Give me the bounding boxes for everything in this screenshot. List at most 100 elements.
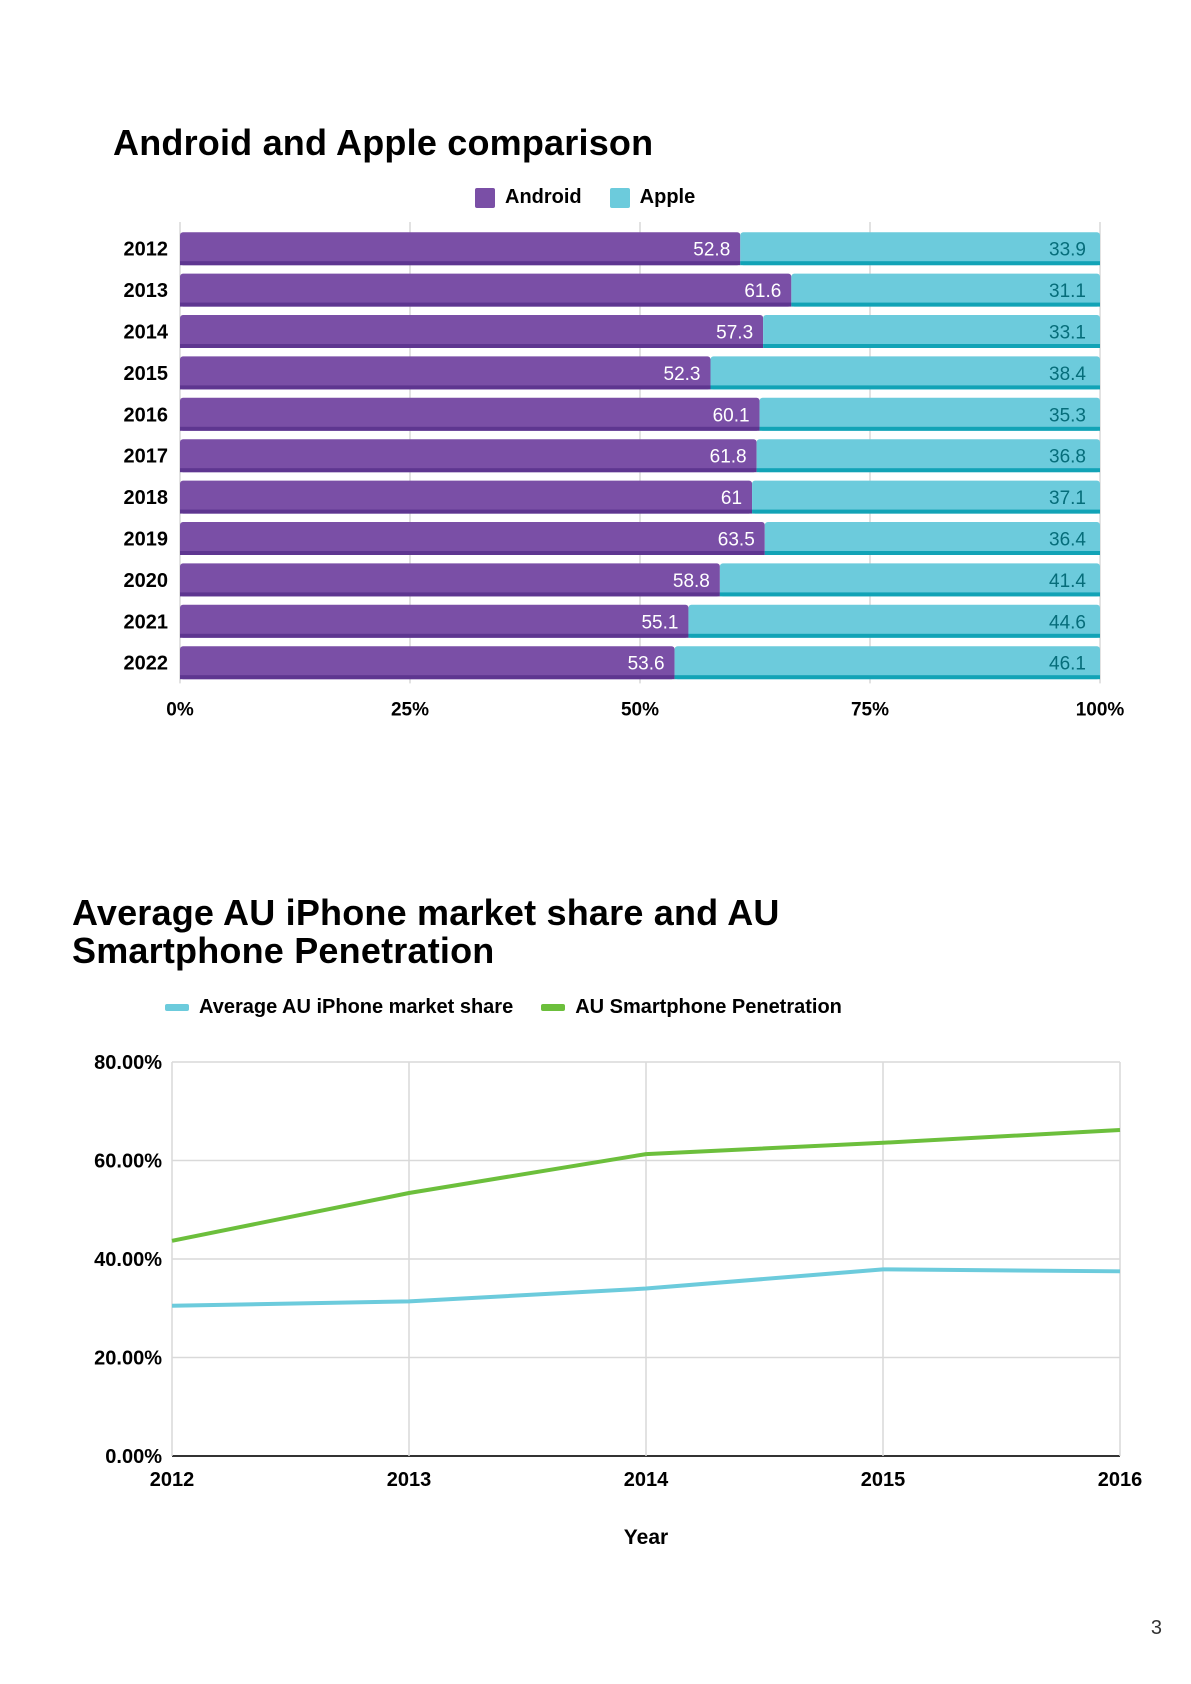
bar-android-edge (180, 426, 760, 431)
bar-android-edge (180, 509, 753, 514)
y-tick-label: 40.00% (94, 1249, 162, 1271)
bar-android (180, 232, 741, 266)
android-apple-chart: Android and Apple comparison Android App… (0, 120, 1191, 740)
bar-apple (740, 232, 1100, 266)
chart-legend: Android Apple (475, 186, 695, 209)
series-line-penetration (171, 1127, 1121, 1243)
legend-item-penetration: AU Smartphone Penetration (541, 996, 842, 1019)
data-label-android: 55.1 (641, 612, 678, 633)
bar-android (180, 646, 675, 680)
legend-item-apple: Apple (609, 186, 696, 209)
bar-apple-edge (719, 592, 1100, 597)
bar-android (180, 273, 792, 307)
bar-apple-edge (764, 551, 1100, 555)
data-label-apple: 46.1 (1049, 654, 1086, 675)
category-label: 2012 (124, 239, 169, 261)
bar-apple-edge (791, 302, 1100, 307)
data-label-apple: 44.6 (1049, 612, 1086, 633)
bar-android-edge (180, 468, 757, 473)
bar-apple-edge (674, 675, 1100, 680)
data-label-apple: 33.1 (1049, 323, 1086, 344)
data-label-apple: 31.1 (1049, 281, 1086, 302)
data-label-apple: 35.3 (1049, 405, 1086, 426)
category-label: 2022 (124, 653, 169, 675)
category-label: 2017 (124, 446, 169, 468)
bar-android-edge (180, 675, 675, 680)
x-tick-label: 2014 (624, 1469, 669, 1491)
y-tick-label: 80.00% (94, 1052, 162, 1074)
chart-title: Average AU iPhone market share and AU Sm… (72, 892, 780, 971)
data-label-android: 53.6 (628, 654, 665, 675)
data-label-android: 60.1 (713, 405, 750, 426)
data-label-apple: 36.8 (1049, 447, 1086, 468)
data-label-android: 61 (721, 488, 742, 509)
bar-apple (763, 315, 1100, 348)
category-label: 2015 (124, 363, 169, 385)
x-tick-label: 50% (621, 699, 659, 720)
series-line-iphone-share (171, 1267, 1121, 1308)
bar-android (180, 397, 760, 431)
bar-android-edge (180, 302, 792, 307)
bar-apple (688, 604, 1100, 638)
data-label-android: 63.5 (718, 530, 755, 551)
bar-apple (710, 356, 1100, 390)
bar-android-edge (180, 592, 720, 597)
bar-android (180, 356, 711, 390)
bar-android-edge (180, 385, 711, 390)
data-label-apple: 37.1 (1049, 488, 1086, 509)
page-number: 3 (1150, 1617, 1162, 1639)
chart-title: Android and Apple comparison (113, 122, 654, 163)
iphone-penetration-chart: Average AU iPhone market share and AU Sm… (0, 890, 1191, 1570)
bar-apple (674, 646, 1100, 680)
bar-apple-edge (688, 633, 1100, 638)
data-label-android: 52.3 (664, 364, 701, 385)
bar-chart-plot: 0% 25% 50% 75% 100% 2012 52.8 33.9 2013 61.6 31.1 2… (124, 222, 1125, 720)
bar-apple (756, 439, 1100, 473)
data-label-android: 52.8 (693, 240, 730, 261)
y-tick-label: 20.00% (94, 1348, 162, 1370)
bar-apple-edge (710, 385, 1100, 390)
y-tick-label: 0.00% (105, 1446, 162, 1468)
data-label-android: 57.3 (716, 323, 753, 344)
bar-android (180, 480, 753, 514)
bar-android-edge (180, 633, 689, 638)
data-label-apple: 36.4 (1049, 530, 1086, 551)
data-label-apple: 41.4 (1049, 571, 1086, 592)
bar-android-edge (180, 261, 741, 266)
x-tick-label: 2015 (861, 1469, 906, 1491)
bar-android-edge (180, 551, 765, 555)
data-label-android: 61.8 (710, 447, 747, 468)
legend-swatch-android (475, 187, 495, 208)
bar-apple (764, 522, 1100, 555)
category-label: 2020 (124, 570, 169, 592)
category-label: 2014 (124, 322, 169, 344)
legend-label-apple: Apple (639, 186, 696, 208)
bar-apple-edge (759, 426, 1100, 431)
x-tick-label: 2012 (150, 1469, 195, 1491)
bar-android (180, 563, 720, 597)
bar-apple (791, 273, 1100, 307)
bar-android (180, 522, 765, 555)
bar-apple-edge (740, 261, 1100, 266)
bar-android (180, 604, 689, 638)
category-label: 2016 (124, 404, 169, 426)
bar-apple (719, 563, 1100, 597)
category-label: 2013 (124, 280, 169, 302)
bar-android-edge (180, 344, 764, 348)
x-tick-label: 100% (1076, 699, 1125, 720)
category-label: 2021 (124, 611, 169, 633)
legend-label-penetration: AU Smartphone Penetration (575, 996, 842, 1018)
bar-apple-edge (763, 344, 1100, 348)
legend-swatch-apple (609, 187, 630, 208)
x-tick-label: 2016 (1098, 1469, 1143, 1491)
legend-item-android: Android (475, 186, 582, 209)
data-label-android: 61.6 (744, 281, 781, 302)
line-chart-plot: 0.00% 20.00% 40.00% 60.00% 80.00% 2012 2013 201… (94, 1052, 1143, 1549)
data-label-android: 58.8 (673, 571, 710, 592)
x-axis-title: Year (624, 1526, 668, 1549)
x-tick-label: 75% (851, 699, 889, 720)
legend-swatch-penetration (541, 1004, 566, 1011)
data-label-apple: 38.4 (1049, 364, 1086, 385)
x-tick-label: 25% (391, 699, 429, 720)
legend-label-iphone-share: Average AU iPhone market share (199, 996, 514, 1018)
